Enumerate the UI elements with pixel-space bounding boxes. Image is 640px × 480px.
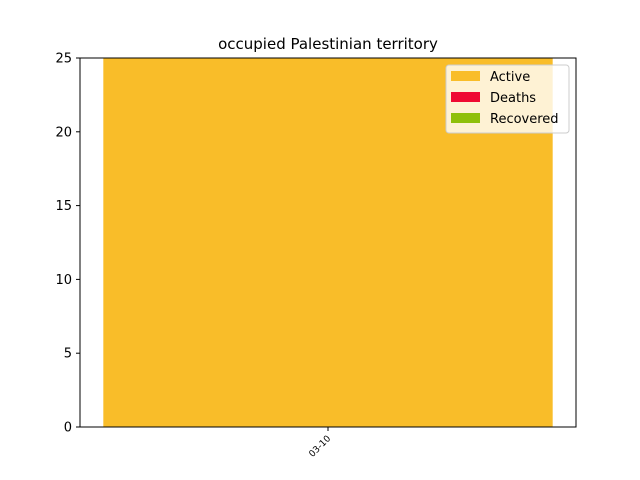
legend-label-recovered: Recovered bbox=[490, 112, 559, 127]
chart-title: occupied Palestinian territory bbox=[218, 35, 438, 53]
y-tick-label: 10 bbox=[55, 273, 72, 288]
y-tick-label: 0 bbox=[64, 421, 72, 436]
y-tick-label: 5 bbox=[64, 347, 72, 362]
legend-swatch-recovered bbox=[451, 113, 480, 123]
y-tick-label: 20 bbox=[55, 125, 72, 140]
x-axis: 03-10 bbox=[308, 427, 334, 460]
y-tick-label: 15 bbox=[55, 199, 72, 214]
y-tick-label: 25 bbox=[55, 52, 72, 67]
y-axis: 0 5 10 15 20 25 bbox=[55, 52, 80, 436]
legend-swatch-active bbox=[451, 71, 480, 81]
legend-swatch-deaths bbox=[451, 92, 480, 102]
legend: Active Deaths Recovered bbox=[445, 64, 570, 134]
legend-label-deaths: Deaths bbox=[490, 91, 536, 106]
legend-label-active: Active bbox=[490, 70, 530, 85]
x-tick-label: 03-10 bbox=[308, 434, 334, 460]
